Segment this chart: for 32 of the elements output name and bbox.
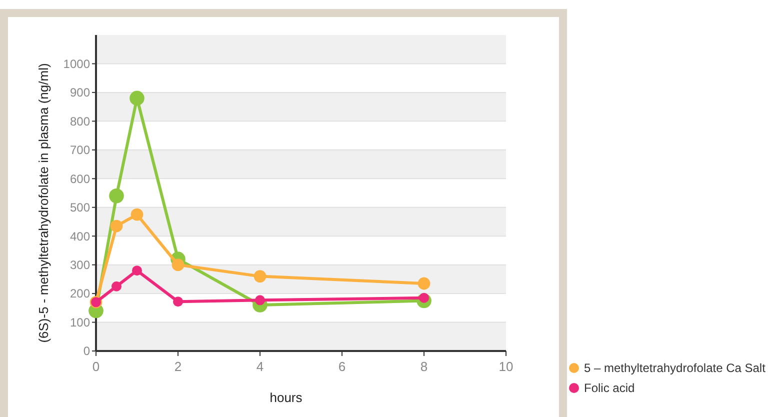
point [112,281,122,292]
y-tick-label: 800 [70,114,90,128]
y-tick-label: 600 [70,172,90,186]
y-tick-label: 200 [70,286,90,301]
x-tick-label: 0 [92,359,100,374]
point [132,266,142,276]
point [130,208,144,221]
legend-label: 5 – methyltetrahydrofolate Ca Salt [584,361,766,376]
point [172,258,184,272]
y-tick-label: 1000 [63,56,90,71]
x-tick-label: 8 [420,359,428,374]
y-tick-label: 0 [83,344,90,358]
x-tick-label: 2 [174,359,182,374]
legend-label: Folic acid [584,381,635,396]
y-tick-label: 700 [70,143,90,158]
point [255,295,265,306]
y-tick-label: 100 [70,315,90,330]
point [173,296,183,307]
x-axis-title: hours [270,390,303,405]
y-axis-title: (6S)-5 - methyltetrahydrofolate in plasma (ng/ml) [36,63,51,343]
x-tick-label: 4 [256,359,264,374]
point [130,90,144,106]
point [418,277,430,290]
point [109,188,124,204]
point [254,270,266,283]
x-tick-label: 6 [338,359,346,374]
y-tick-label: 400 [70,229,90,244]
x-tick-label: 10 [498,359,514,374]
point [110,220,123,232]
y-tick-label: 900 [70,86,90,100]
y-tick-label: 300 [70,258,90,272]
y-tick-label: 500 [70,200,90,215]
